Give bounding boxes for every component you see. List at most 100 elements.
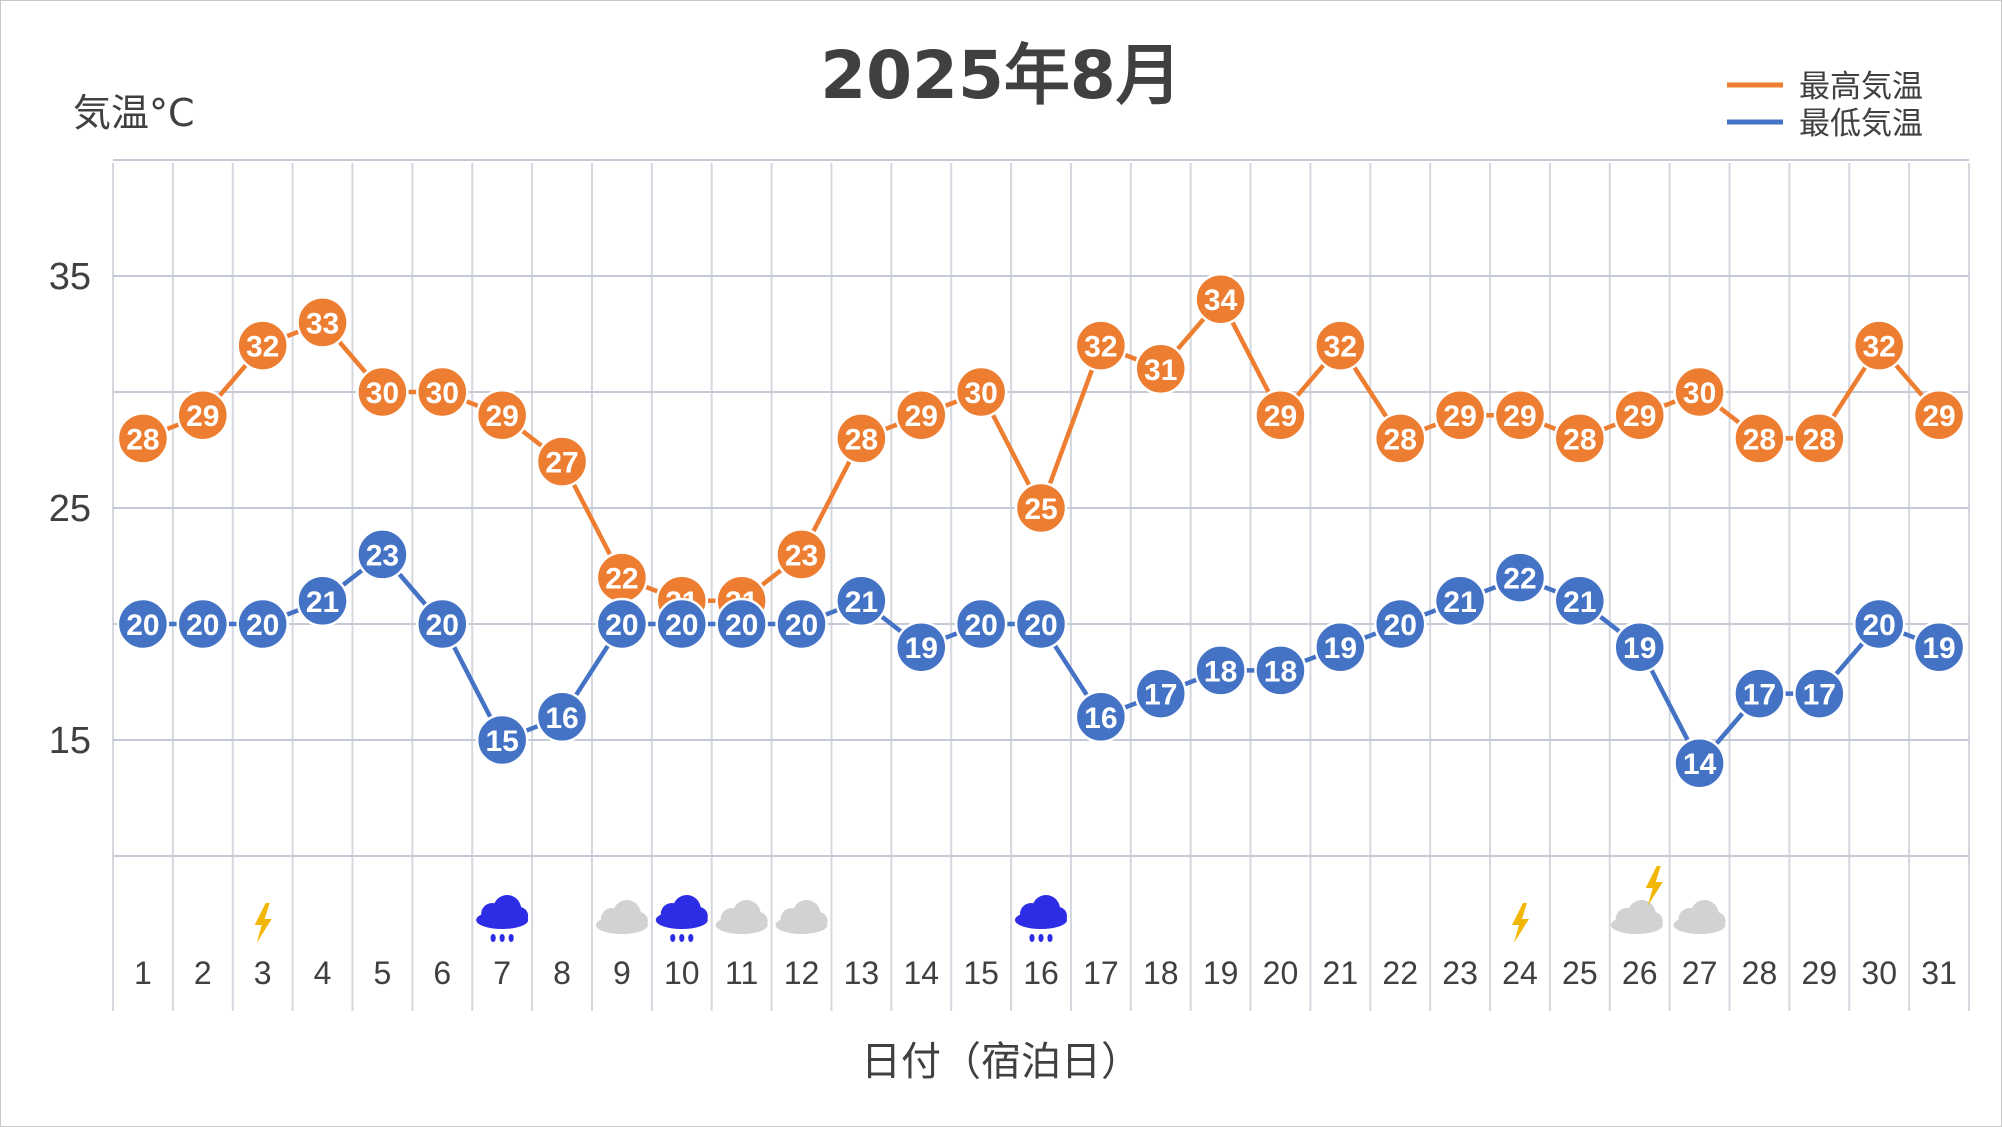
data-label-max: 28: [1563, 423, 1596, 456]
chart-title: 2025年8月: [820, 37, 1182, 114]
rain-cloud-body: [655, 895, 708, 929]
cloud-puff: [1644, 912, 1663, 930]
data-label-max: 22: [605, 563, 638, 596]
rain-cloud-icon: [476, 895, 529, 942]
rain-drop: [1047, 934, 1053, 942]
data-label-min: 17: [1144, 679, 1177, 712]
data-point-max: [475, 388, 529, 442]
weather-icons: [254, 866, 1726, 943]
data-label-min: 20: [186, 609, 219, 642]
rain-drop: [1038, 934, 1044, 942]
data-label-min: 20: [964, 609, 997, 642]
data-label-min: 17: [1743, 679, 1776, 712]
data-point-min: [1673, 736, 1726, 790]
data-point-min: [1613, 620, 1666, 674]
data-point-min: [176, 597, 230, 651]
cloud-puff: [629, 912, 648, 930]
data-label-max: 32: [1863, 331, 1896, 364]
data-point-min: [416, 597, 469, 651]
data-label-min: 20: [605, 609, 638, 642]
data-label-min: 14: [1683, 748, 1717, 781]
data-label-min: 20: [665, 609, 698, 642]
x-tick-label: 24: [1502, 955, 1538, 991]
x-tick-label: 23: [1442, 955, 1478, 991]
data-point-min: [655, 597, 709, 651]
data-label-max: 32: [246, 331, 279, 364]
data-label-max: 28: [1803, 423, 1836, 456]
data-label-max: 30: [426, 377, 459, 410]
y-ticks: 15 25 35: [49, 256, 91, 762]
x-axis-label: 日付（宿泊日）: [861, 1039, 1141, 1085]
data-point-max: [1553, 412, 1607, 465]
x-tick-label: 17: [1083, 955, 1119, 991]
data-label-max: 29: [1503, 400, 1536, 433]
data-point-max: [895, 388, 948, 442]
data-label-min: 22: [1503, 563, 1536, 596]
x-tick-label: 6: [433, 955, 451, 991]
data-point-min: [356, 528, 409, 581]
x-tick-label: 11: [725, 955, 758, 991]
cloud-puff: [689, 907, 708, 925]
data-label-min: 15: [485, 725, 518, 758]
y-tick-label: 15: [49, 720, 91, 762]
data-point-max: [296, 296, 349, 349]
data-label-max: 34: [1204, 284, 1238, 317]
rain-cloud-body: [476, 895, 529, 929]
data-label-max: 28: [1384, 423, 1417, 456]
x-tick-label: 20: [1263, 955, 1299, 991]
x-tick-label: 3: [254, 955, 272, 991]
data-label-min: 21: [306, 586, 339, 619]
data-point-max: [835, 412, 888, 465]
data-point-min: [1074, 690, 1128, 744]
data-label-max: 31: [1144, 354, 1177, 387]
data-label-min: 19: [1324, 632, 1357, 665]
data-label-min: 16: [1084, 702, 1117, 735]
data-label-min: 21: [1563, 586, 1596, 619]
x-tick-label: 30: [1861, 955, 1897, 991]
lightning-part: [1645, 866, 1663, 906]
lightning-icon: [1511, 903, 1529, 943]
data-label-max: 29: [1623, 400, 1656, 433]
cloud-puff: [1049, 907, 1067, 925]
data-point-min: [1852, 597, 1906, 651]
x-ticks: 1 2 3 4 5 6 7 8 9 10 11 12 13 14 15 16 17 18 19 20 21 22 23 24 2…: [134, 955, 1957, 991]
y-tick-label: 35: [49, 256, 91, 298]
x-tick-label: 4: [314, 955, 332, 991]
rain-cloud-icon: [655, 895, 708, 942]
data-point-min: [1553, 574, 1607, 628]
data-label-min: 20: [1024, 609, 1057, 642]
cloud-icon: [775, 900, 828, 934]
legend-label-min: 最低気温: [1799, 106, 1923, 142]
cloud-puff: [510, 907, 529, 925]
data-point-min: [296, 574, 349, 628]
data-point-max: [535, 435, 589, 488]
data-label-max: 25: [1024, 493, 1057, 526]
data-label-min: 19: [905, 632, 938, 665]
data-label-max: 32: [1084, 331, 1117, 364]
cloud-lightning-icon: [1610, 866, 1663, 934]
data-point-max: [1014, 481, 1068, 535]
x-tick-label: 27: [1682, 955, 1718, 991]
x-tick-label: 26: [1622, 955, 1658, 991]
data-label-max: 23: [785, 539, 818, 572]
data-label-max: 30: [964, 377, 997, 410]
data-point-max: [1673, 365, 1726, 419]
data-point-max: [1493, 388, 1547, 442]
cloud-part: [1610, 900, 1663, 934]
data-point-max: [775, 528, 828, 581]
data-point-max: [1314, 319, 1367, 372]
x-tick-label: 2: [194, 955, 212, 991]
data-point-min: [715, 597, 768, 651]
legend-label-max: 最高気温: [1799, 69, 1923, 105]
x-tick-label: 25: [1562, 955, 1598, 991]
x-tick-label: 28: [1742, 955, 1778, 991]
data-point-max: [116, 412, 170, 465]
data-label-min: 20: [1863, 609, 1896, 642]
x-tick-label: 18: [1143, 955, 1179, 991]
data-point-min: [1014, 597, 1068, 651]
rain-drop: [508, 934, 514, 942]
data-point-min: [895, 620, 948, 674]
data-label-min: 17: [1803, 679, 1836, 712]
data-point-max: [1613, 388, 1666, 442]
data-label-min: 21: [1443, 586, 1476, 619]
